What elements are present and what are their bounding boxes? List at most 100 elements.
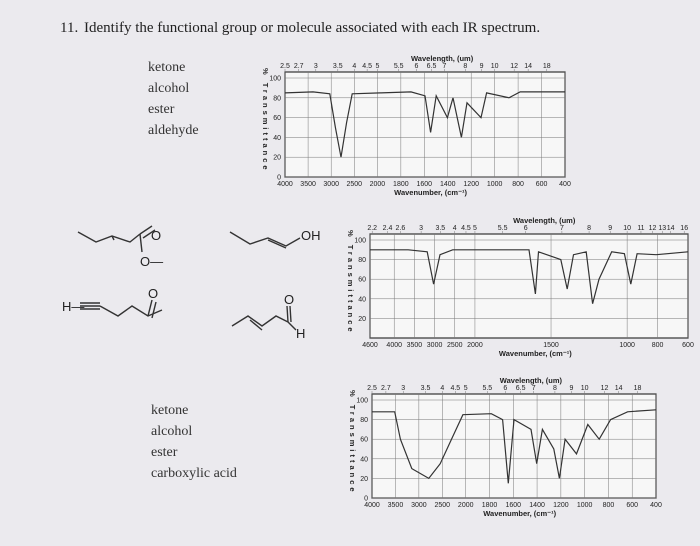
atom-label: O <box>284 292 294 307</box>
top-tick-label: 6 <box>524 225 528 232</box>
top-tick-label: 3.5 <box>435 225 445 232</box>
y-tick-label: 20 <box>360 476 368 483</box>
top-tick-label: 5 <box>375 63 379 70</box>
x-tick-label: 1000 <box>619 342 635 349</box>
y-tick-label: 100 <box>269 76 281 83</box>
top-tick-label: 4.5 <box>461 225 471 232</box>
y-tick-label: 60 <box>360 437 368 444</box>
x-tick-label: 600 <box>682 342 694 349</box>
x-tick-label: 4000 <box>386 342 402 349</box>
top-tick-label: 6 <box>503 385 507 392</box>
choice: carboxylic acid <box>151 466 237 481</box>
top-tick-label: 2.7 <box>294 63 304 70</box>
top-tick-label: 5 <box>473 225 477 232</box>
plot-frame <box>284 71 566 178</box>
y-axis-label: % Transmittance <box>346 230 355 335</box>
top-tick-label: 10 <box>491 63 499 70</box>
wavelength-label: Wavelength, (um) <box>411 54 474 63</box>
top-tick-label: 6 <box>415 63 419 70</box>
y-axis-label: % Transmittance <box>261 68 270 173</box>
top-tick-label: 12 <box>649 225 657 232</box>
spectrum-trace <box>372 409 657 484</box>
top-tick-label: 10 <box>581 385 589 392</box>
x-tick-label: 1200 <box>553 502 569 509</box>
choice: aldehyde <box>148 123 199 138</box>
top-tick-label: 6.5 <box>427 63 437 70</box>
y-tick-label: 100 <box>354 238 366 245</box>
atom-label: O— <box>140 254 163 269</box>
x-tick-label: 4000 <box>364 502 380 509</box>
top-tick-label: 2.4 <box>383 225 393 232</box>
top-tick-label: 8 <box>587 225 591 232</box>
top-tick-label: 6.5 <box>516 385 526 392</box>
top-tick-label: 2.6 <box>396 225 406 232</box>
wavelength-label: Wavelength, (um) <box>513 216 576 225</box>
x-tick-label: 1800 <box>393 181 409 188</box>
y-tick-label: 80 <box>273 95 281 102</box>
top-tick-label: 2.5 <box>280 63 290 70</box>
x-tick-label: 1500 <box>543 342 559 349</box>
wavenumber-label: Wavenumber, (cm⁻¹) <box>483 509 556 518</box>
question-text: Identify the functional group or molecul… <box>84 20 540 36</box>
top-tick-label: 5 <box>464 385 468 392</box>
x-tick-label: 400 <box>650 502 662 509</box>
wavenumber-label: Wavenumber, (cm⁻¹) <box>499 349 572 358</box>
choice: alcohol <box>151 424 192 439</box>
plot-frame <box>371 393 657 499</box>
top-tick-label: 9 <box>608 225 612 232</box>
x-tick-label: 800 <box>603 502 615 509</box>
top-tick-label: 10 <box>623 225 631 232</box>
top-tick-label: 18 <box>543 63 551 70</box>
x-tick-label: 2500 <box>435 502 451 509</box>
x-tick-label: 2000 <box>458 502 474 509</box>
x-tick-label: 1400 <box>440 181 456 188</box>
x-tick-label: 1800 <box>482 502 498 509</box>
y-tick-label: 100 <box>356 398 368 405</box>
molecule-alcohol <box>229 231 301 249</box>
top-tick-label: 8 <box>463 63 467 70</box>
choice: ketone <box>151 403 188 418</box>
x-tick-label: 3000 <box>323 181 339 188</box>
top-tick-label: 5.5 <box>482 385 492 392</box>
y-tick-label: 40 <box>358 296 366 303</box>
top-tick-label: 14 <box>524 63 532 70</box>
y-tick-label: 80 <box>358 257 366 264</box>
top-tick-label: 4.5 <box>362 63 372 70</box>
top-tick-label: 9 <box>480 63 484 70</box>
y-tick-label: 60 <box>358 277 366 284</box>
choice: ketone <box>148 60 185 75</box>
choice: ester <box>148 102 175 117</box>
top-tick-label: 14 <box>667 225 675 232</box>
top-tick-label: 7 <box>560 225 564 232</box>
spectrum-trace <box>370 249 689 304</box>
x-tick-label: 1600 <box>417 181 433 188</box>
top-tick-label: 14 <box>615 385 623 392</box>
x-tick-label: 1000 <box>577 502 593 509</box>
top-tick-label: 13 <box>658 225 666 232</box>
x-tick-label: 2500 <box>347 181 363 188</box>
top-tick-label: 12 <box>601 385 609 392</box>
choice: ester <box>151 445 178 460</box>
x-tick-label: 4000 <box>277 181 293 188</box>
x-tick-label: 400 <box>559 181 571 188</box>
y-tick-label: 80 <box>360 417 368 424</box>
top-tick-label: 7 <box>532 385 536 392</box>
top-tick-label: 4.5 <box>450 385 460 392</box>
y-axis-label: % Transmittance <box>348 390 357 495</box>
x-tick-label: 3500 <box>300 181 316 188</box>
x-tick-label: 4600 <box>362 342 378 349</box>
atom-label: O <box>151 228 161 243</box>
top-tick-label: 5.5 <box>394 63 404 70</box>
y-tick-label: 0 <box>364 496 368 503</box>
x-tick-label: 1000 <box>487 181 503 188</box>
wavelength-label: Wavelength, (um) <box>500 376 563 385</box>
top-tick-label: 2.5 <box>367 385 377 392</box>
x-tick-label: 2500 <box>447 342 463 349</box>
top-tick-label: 3.5 <box>333 63 343 70</box>
top-tick-label: 4 <box>453 225 457 232</box>
top-tick-label: 18 <box>634 385 642 392</box>
y-tick-label: 40 <box>273 135 281 142</box>
x-tick-label: 600 <box>536 181 548 188</box>
